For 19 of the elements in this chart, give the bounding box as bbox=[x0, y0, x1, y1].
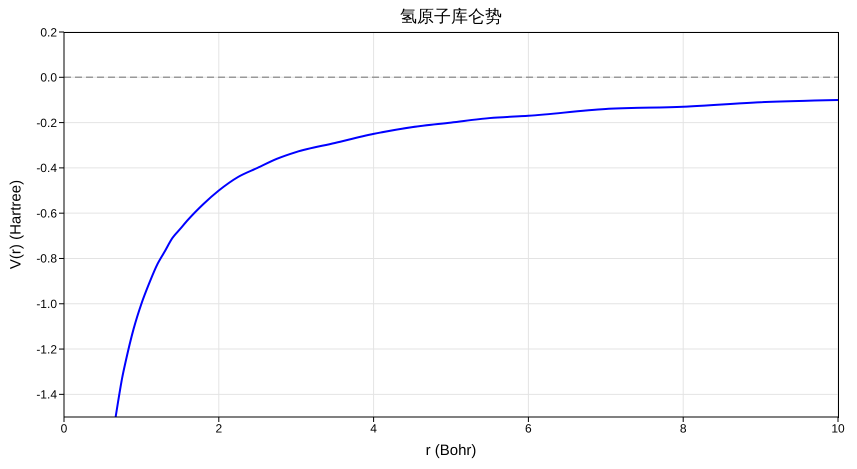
y-tick-label: -1.4 bbox=[36, 388, 58, 402]
y-tick-label: -1.0 bbox=[36, 297, 58, 312]
chart-title: 氢原子库仑势 bbox=[399, 6, 503, 28]
x-tick-label: 6 bbox=[525, 422, 532, 436]
x-tick-label: 4 bbox=[370, 422, 378, 436]
y-tick-label: 0.2 bbox=[40, 25, 58, 40]
y-tick-label: -0.6 bbox=[36, 206, 58, 220]
x-tick-label: 10 bbox=[831, 422, 845, 436]
x-tick-label: 8 bbox=[680, 422, 687, 436]
x-tick-label: 2 bbox=[215, 422, 222, 436]
line-series bbox=[114, 98, 838, 417]
y-tick-label: -0.2 bbox=[36, 116, 58, 130]
y-tick-label: 0.0 bbox=[40, 70, 58, 85]
y-tick-label: -1.2 bbox=[36, 342, 58, 356]
x-tick-label: 0 bbox=[60, 422, 68, 436]
y-axis-title: V(r) (Hartree) bbox=[8, 180, 24, 270]
y-tick-label: -0.4 bbox=[36, 161, 58, 176]
y-tick-label: -0.8 bbox=[36, 252, 58, 266]
x-axis-title: r (Bohr) bbox=[426, 442, 476, 459]
